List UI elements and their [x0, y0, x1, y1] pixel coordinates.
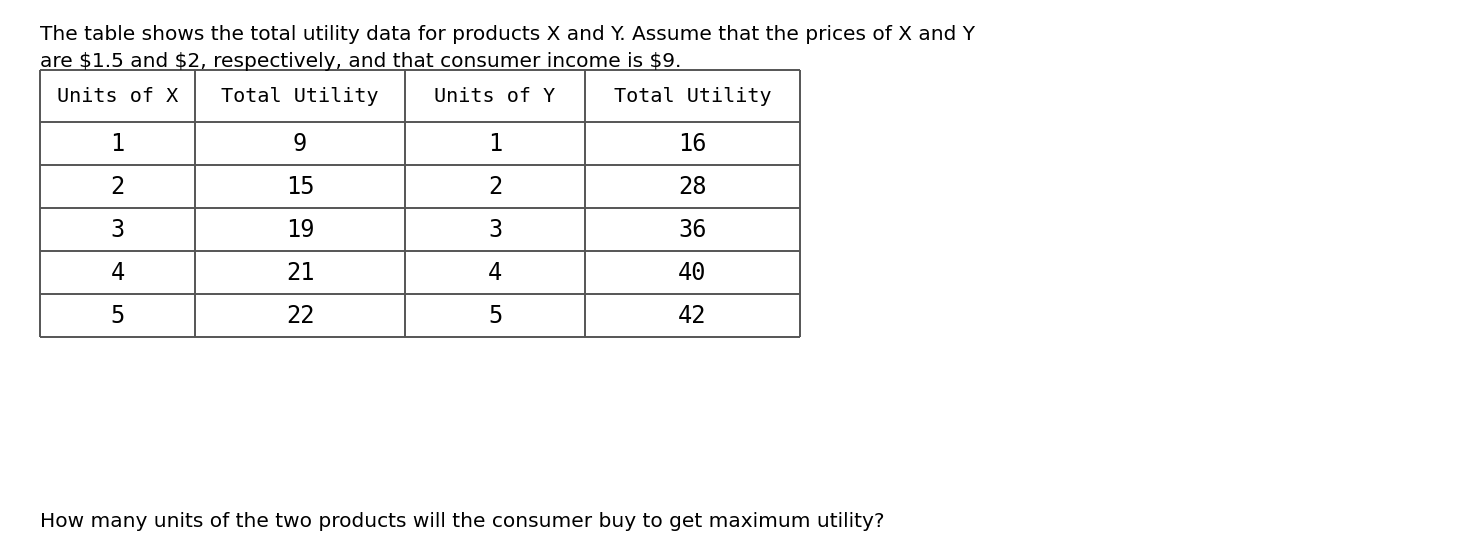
Text: Units of Y: Units of Y [434, 86, 555, 106]
Text: 1: 1 [489, 131, 502, 156]
Text: 2: 2 [489, 174, 502, 199]
Text: 22: 22 [286, 304, 314, 327]
Text: 3: 3 [111, 217, 124, 241]
Text: 42: 42 [679, 304, 707, 327]
Text: 4: 4 [489, 261, 502, 284]
Text: 4: 4 [111, 261, 124, 284]
Text: Total Utility: Total Utility [614, 86, 772, 106]
Text: are $1.5 and $2, respectively, and that consumer income is $9.: are $1.5 and $2, respectively, and that … [40, 52, 682, 71]
Text: 1: 1 [111, 131, 124, 156]
Text: 36: 36 [679, 217, 707, 241]
Text: Units of X: Units of X [58, 86, 179, 106]
Text: How many units of the two products will the consumer buy to get maximum utility?: How many units of the two products will … [40, 512, 884, 531]
Text: 5: 5 [489, 304, 502, 327]
Text: 9: 9 [292, 131, 307, 156]
Text: 5: 5 [111, 304, 124, 327]
Text: 40: 40 [679, 261, 707, 284]
Text: 3: 3 [489, 217, 502, 241]
Text: The table shows the total utility data for products X and Y. Assume that the pri: The table shows the total utility data f… [40, 25, 976, 44]
Text: Total Utility: Total Utility [221, 86, 379, 106]
Text: 15: 15 [286, 174, 314, 199]
Text: 28: 28 [679, 174, 707, 199]
Text: 19: 19 [286, 217, 314, 241]
Text: 2: 2 [111, 174, 124, 199]
Text: 16: 16 [679, 131, 707, 156]
Text: 21: 21 [286, 261, 314, 284]
